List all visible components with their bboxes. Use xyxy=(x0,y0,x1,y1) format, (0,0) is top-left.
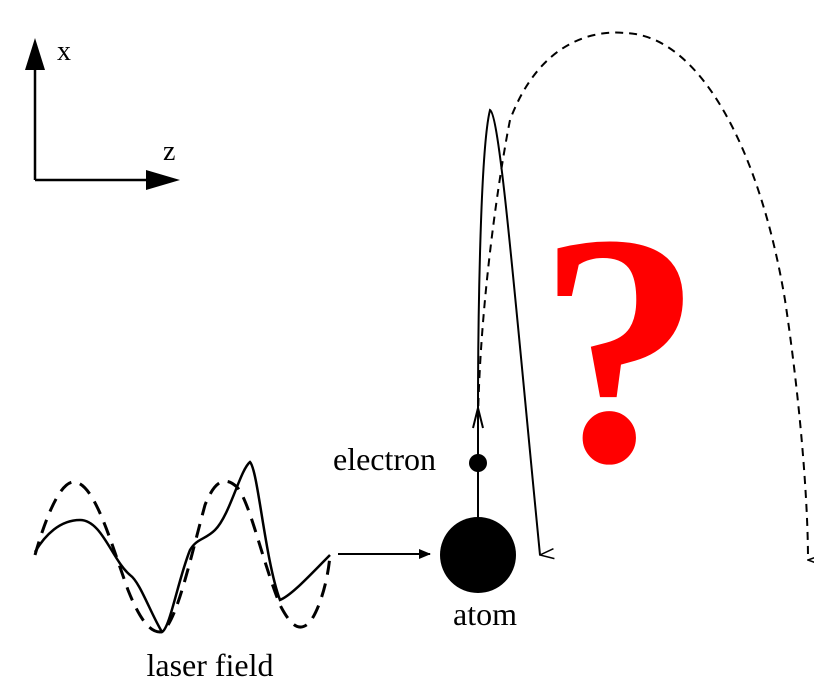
atom-label: atom xyxy=(453,596,517,632)
electron-trajectory-solid xyxy=(477,108,540,555)
laser-field-waves xyxy=(33,460,332,634)
laser-field-label: laser field xyxy=(146,647,273,682)
atom xyxy=(440,517,516,593)
coordinate-axes: x z xyxy=(25,36,180,190)
trajectory-direction-arrowhead xyxy=(472,407,484,429)
z-axis-arrowhead xyxy=(146,170,180,190)
electron-trajectory-dashed xyxy=(477,31,808,560)
x-axis-label: x xyxy=(57,36,71,67)
z-axis-label: z xyxy=(163,136,175,167)
electron xyxy=(469,454,487,472)
electron-label: electron xyxy=(333,441,436,477)
x-axis-arrowhead xyxy=(25,38,45,70)
question-mark: ? xyxy=(538,167,703,532)
laser-wave-dashed xyxy=(33,479,332,634)
laser-wave-solid xyxy=(33,460,331,634)
